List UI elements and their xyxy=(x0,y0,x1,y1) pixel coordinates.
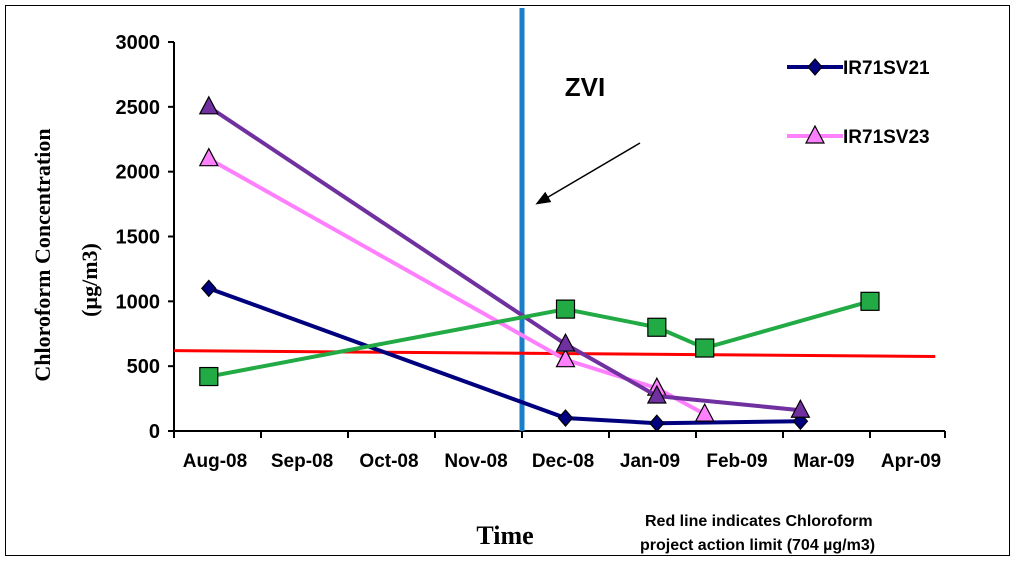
series-line xyxy=(208,286,801,426)
data-point xyxy=(647,317,667,337)
axis-ticks: 0 500 1000 1500 2000 2500 3000 Aug-08 Sep-08 Oct-… xyxy=(116,32,946,472)
x-tick-label: Aug-08 xyxy=(183,451,247,472)
x-tick-label: Feb-09 xyxy=(706,451,767,472)
reference-lines xyxy=(173,8,936,431)
data-point xyxy=(860,291,880,311)
series-line xyxy=(208,299,871,379)
y-tick-label: 1500 xyxy=(116,227,161,249)
data-point xyxy=(555,332,576,352)
annotation-line-1: Red line indicates Chloroform xyxy=(645,513,873,530)
legend-item: IR71SV23 xyxy=(787,124,930,148)
legend-marker xyxy=(805,124,825,144)
y-tick-label: 1000 xyxy=(116,291,161,313)
y-tick-label: 2000 xyxy=(116,162,161,184)
data-point xyxy=(555,299,576,319)
series-layer xyxy=(198,95,880,433)
data-point xyxy=(646,384,667,404)
data-point xyxy=(555,348,576,368)
data-point xyxy=(198,147,219,167)
data-point xyxy=(557,409,574,427)
chart-border xyxy=(5,5,1010,556)
data-point xyxy=(201,279,217,298)
x-tick-label: Sep-08 xyxy=(271,451,333,472)
data-point xyxy=(695,338,715,358)
data-point xyxy=(790,398,811,418)
y-tick-label: 500 xyxy=(127,356,160,378)
series-line xyxy=(207,105,801,413)
x-tick-label: Jan-09 xyxy=(620,451,680,472)
legend-marker xyxy=(807,58,823,76)
data-point xyxy=(198,95,219,115)
y-axis-title: Chloroform Concentration xyxy=(30,128,55,381)
zvi-arrow xyxy=(535,142,641,205)
data-point xyxy=(649,414,665,433)
annotation-text: Red line indicates Chloroform project ac… xyxy=(640,513,877,554)
series-4 xyxy=(199,291,880,387)
data-point xyxy=(199,366,219,387)
data-point xyxy=(694,402,715,422)
y-tick-label: 0 xyxy=(149,421,160,443)
y-axis-unit: (µg/m3) xyxy=(77,243,102,317)
legend: IR71SV21 IR71SV23 xyxy=(787,58,930,148)
legend-label: IR71SV23 xyxy=(843,127,930,148)
y-tick-label: 3000 xyxy=(116,32,161,54)
legend-item: IR71SV21 xyxy=(787,58,930,79)
series-line xyxy=(207,156,706,416)
x-tick-label: Apr-09 xyxy=(881,451,941,472)
axes xyxy=(173,42,945,432)
x-tick-label: Nov-08 xyxy=(444,451,507,472)
series-3 xyxy=(198,95,811,418)
y-tick-label: 2500 xyxy=(116,97,161,119)
x-axis-title: Time xyxy=(476,521,533,550)
zvi-label: ZVI xyxy=(565,72,605,102)
legend-label: IR71SV21 xyxy=(843,58,930,79)
annotation-line-2: project action limit (704 µg/m3) xyxy=(640,537,875,554)
x-tick-label: Oct-08 xyxy=(359,451,418,472)
x-tick-label: Mar-09 xyxy=(793,451,854,472)
x-tick-label: Dec-08 xyxy=(532,451,594,472)
